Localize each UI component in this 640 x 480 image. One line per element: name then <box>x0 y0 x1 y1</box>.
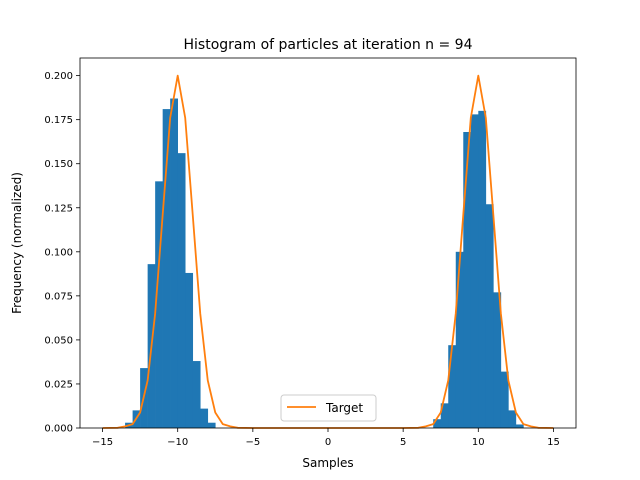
histogram-bar <box>485 204 494 428</box>
x-tick-label: 10 <box>472 437 485 448</box>
x-tick-label: −10 <box>167 437 188 448</box>
histogram-bar <box>440 403 449 428</box>
histogram-bar <box>170 98 178 429</box>
histogram-bar <box>508 410 517 428</box>
histogram-bar <box>433 419 442 428</box>
histogram-bar <box>200 408 209 428</box>
histogram-bar <box>478 110 487 428</box>
y-tick-label: 0.100 <box>44 247 73 258</box>
y-tick-label: 0.125 <box>44 203 73 214</box>
x-axis-ticks: −15 −10 −5 0 5 10 15 <box>92 428 560 448</box>
x-tick-label: 5 <box>400 437 406 448</box>
x-tick-label: −15 <box>92 437 113 448</box>
histogram-bar <box>185 272 194 428</box>
histogram-bar <box>155 181 163 428</box>
histogram-bar <box>463 132 472 428</box>
y-tick-label: 0.150 <box>44 159 73 170</box>
histogram-bar <box>162 109 171 428</box>
histogram-bar <box>448 345 457 428</box>
histogram-bar <box>455 251 464 428</box>
y-tick-label: 0.025 <box>44 379 73 390</box>
x-tick-label: −5 <box>245 437 260 448</box>
chart-title: Histogram of particles at iteration n = … <box>184 37 473 53</box>
y-tick-label: 0.050 <box>44 335 73 346</box>
histogram-bar <box>177 153 186 428</box>
x-tick-label: 0 <box>325 437 331 448</box>
histogram-bar <box>207 422 216 428</box>
x-axis-label: Samples <box>302 456 353 470</box>
histogram-bar <box>515 424 524 428</box>
legend-box <box>280 394 377 422</box>
histogram-bar <box>500 371 509 428</box>
y-tick-label: 0.075 <box>44 291 73 302</box>
histogram-bar <box>493 292 502 428</box>
legend-label-target: Target <box>325 401 363 415</box>
legend: Target <box>280 394 377 422</box>
y-tick-label: 0.000 <box>44 424 73 435</box>
histogram-bar <box>470 114 479 428</box>
y-tick-label: 0.200 <box>44 71 73 82</box>
y-axis-ticks: 0.000 0.025 0.050 0.075 0.100 0.125 0.150 0.175… <box>44 71 80 435</box>
y-tick-label: 0.175 <box>44 115 73 126</box>
x-tick-label: 15 <box>547 437 560 448</box>
y-axis-label: Frequency (normalized) <box>10 172 24 314</box>
histogram-bar <box>192 361 201 428</box>
